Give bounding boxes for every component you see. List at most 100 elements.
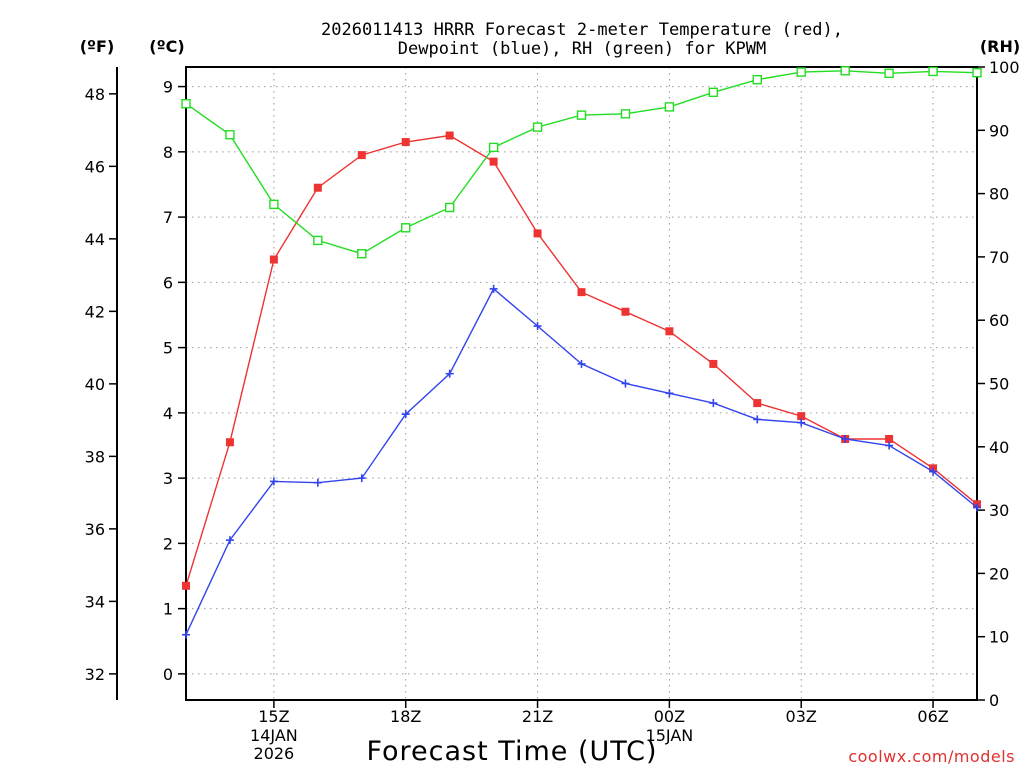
dewpoint-point: [929, 467, 938, 476]
temperature-point: [357, 151, 366, 160]
temperature-point: [621, 307, 630, 316]
x-tick-year-label: 2026: [254, 744, 295, 763]
temperature-point: [401, 138, 410, 147]
fahrenheit-tick-label: 32: [85, 665, 105, 684]
rh-point: [840, 66, 850, 76]
rh-point: [796, 67, 806, 77]
dewpoint-point: [841, 434, 850, 443]
dewpoint-point: [797, 418, 806, 427]
rh-point: [357, 249, 367, 259]
dewpoint-point: [885, 441, 894, 450]
temperature-point: [533, 229, 542, 238]
x-tick-date-label: 14JAN: [250, 726, 298, 745]
celsius-tick-label: 5: [163, 339, 173, 358]
rh-point: [752, 74, 762, 85]
rh-tick-label: 70: [989, 248, 1009, 267]
x-tick-label: 18Z: [390, 707, 421, 726]
fahrenheit-tick-label: 42: [85, 302, 105, 321]
temperature-point: [445, 131, 454, 140]
temperature-point: [709, 359, 718, 368]
rh-point: [401, 223, 411, 233]
dewpoint-point: [621, 379, 630, 388]
celsius-tick-label: 9: [163, 78, 173, 97]
fahrenheit-tick-label: 34: [85, 592, 105, 611]
rh-tick-label: 30: [989, 501, 1009, 520]
dewpoint-point: [182, 630, 190, 639]
dewpoint-point: [445, 369, 454, 378]
dewpoint-point: [533, 322, 542, 331]
chart-title-line2: Dewpoint (blue), RH (green) for KPWM: [398, 39, 766, 59]
rh-tick-label: 20: [989, 564, 1009, 583]
dewpoint-point: [401, 410, 410, 419]
dewpoint-point: [357, 474, 366, 483]
rh-point: [884, 68, 894, 79]
dewpoint-point: [665, 389, 674, 398]
fahrenheit-unit-label: (ºF): [80, 37, 115, 56]
celsius-tick-label: 6: [163, 273, 173, 292]
fahrenheit-tick-label: 48: [85, 85, 105, 104]
rh-point: [532, 122, 543, 132]
celsius-tick-label: 0: [163, 665, 173, 684]
x-tick-label: 06Z: [917, 707, 948, 726]
rh-point: [181, 99, 191, 109]
dewpoint-point: [313, 478, 322, 487]
fahrenheit-tick-label: 40: [85, 375, 105, 394]
rh-point: [225, 130, 235, 140]
celsius-tick-label: 7: [163, 208, 173, 227]
dewpoint-point: [489, 284, 498, 293]
rh-point: [620, 109, 631, 119]
temperature-point: [225, 438, 234, 447]
rh-point: [313, 235, 323, 246]
rh-point: [269, 199, 279, 210]
rh-tick-label: 50: [989, 375, 1009, 394]
dewpoint-point: [577, 359, 586, 368]
rh-tick-label: 0: [989, 691, 999, 710]
fahrenheit-tick-label: 38: [85, 447, 105, 466]
rh-tick-label: 60: [989, 311, 1009, 330]
dewpoint-point: [709, 399, 718, 408]
x-tick-label: 00Z: [654, 707, 685, 726]
x-tick-label: 21Z: [522, 707, 553, 726]
celsius-tick-label: 4: [163, 404, 173, 423]
x-axis-label: Forecast Time (UTC): [366, 736, 657, 767]
dewpoint-point: [225, 536, 234, 545]
rh-tick-label: 80: [989, 185, 1009, 204]
temperature-point: [665, 327, 674, 336]
rh-tick-label: 40: [989, 438, 1009, 457]
rh-point: [488, 142, 499, 153]
temperature-point: [182, 581, 190, 590]
temperature-point: [753, 399, 762, 408]
temperature-point: [885, 434, 894, 443]
x-tick-label: 03Z: [786, 707, 817, 726]
rh-series-line: [185, 70, 978, 255]
rh-point: [708, 87, 719, 98]
chart-title-line1: 2026011413 HRRR Forecast 2-meter Tempera…: [321, 20, 843, 40]
dewpoint-point: [753, 415, 762, 424]
temperature-point: [489, 157, 498, 166]
celsius-tick-label: 8: [163, 143, 173, 162]
x-tick-label: 15Z: [258, 707, 289, 726]
celsius-unit-label: (ºC): [149, 37, 184, 56]
source-credit: coolwx.com/models: [848, 747, 1015, 766]
plot-frame: [185, 66, 978, 701]
celsius-tick-label: 2: [163, 534, 173, 553]
rh-point: [576, 110, 587, 120]
dewpoint-point: [269, 477, 278, 486]
temperature-point: [269, 255, 278, 264]
celsius-tick-label: 3: [163, 469, 173, 488]
fahrenheit-tick-label: 36: [85, 520, 105, 539]
fahrenheit-tick-label: 46: [85, 157, 105, 176]
data-series: [181, 66, 982, 639]
rh-point: [972, 67, 982, 78]
grid-lines: [186, 67, 977, 700]
x-tick-date-label: 15JAN: [646, 726, 694, 745]
fahrenheit-tick-label: 44: [85, 230, 105, 249]
axes: 3234363840424446480123456789010203040506…: [85, 58, 1020, 763]
temperature-point: [577, 288, 586, 297]
rh-tick-label: 100: [989, 58, 1020, 77]
rh-tick-label: 90: [989, 121, 1009, 140]
rh-point: [444, 202, 455, 213]
dewpoint-series-line: [185, 287, 978, 635]
celsius-tick-label: 1: [163, 600, 173, 619]
